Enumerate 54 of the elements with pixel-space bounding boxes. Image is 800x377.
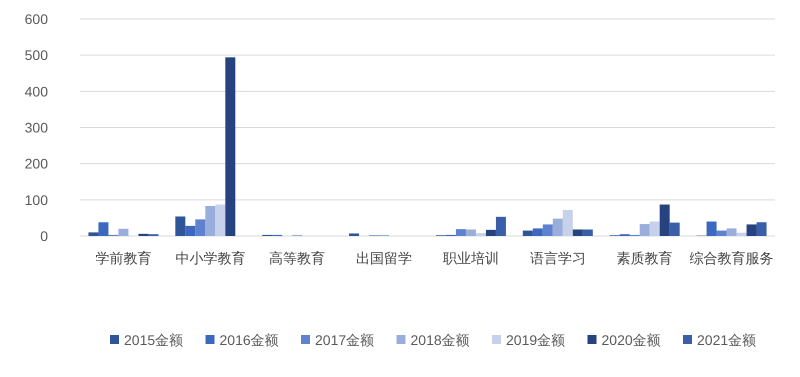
x-tick-label: 语言学习 — [530, 250, 586, 266]
bar — [736, 232, 747, 236]
legend-label: 2019金额 — [506, 332, 566, 348]
legend-label: 2020金额 — [602, 332, 661, 348]
bar — [175, 216, 186, 236]
bar — [456, 229, 466, 236]
bar — [670, 222, 680, 236]
x-tick-label: 素质教育 — [616, 250, 673, 266]
bar — [118, 228, 128, 236]
bar — [650, 222, 660, 236]
x-tick-label: 高等教育 — [269, 250, 326, 266]
bar — [726, 228, 737, 236]
legend-label: 2021金额 — [697, 332, 756, 348]
bar — [466, 229, 476, 236]
bar — [706, 222, 717, 236]
legend-label: 2016金额 — [220, 332, 279, 348]
y-tick-label: 200 — [24, 156, 48, 172]
bar — [716, 230, 727, 236]
legend-label: 2017金额 — [315, 332, 374, 348]
y-tick-label: 400 — [24, 83, 48, 100]
bar — [185, 226, 196, 236]
bar — [660, 204, 670, 236]
bar — [542, 224, 553, 236]
x-tick-label: 综合教育服务 — [690, 250, 774, 266]
x-tick-label: 职业培训 — [442, 250, 499, 266]
bar — [349, 233, 360, 236]
y-tick-label: 300 — [24, 120, 48, 136]
bar — [205, 206, 216, 236]
bar — [195, 219, 206, 236]
x-tick-label: 出国留学 — [356, 250, 412, 266]
bar — [582, 229, 593, 236]
bar — [746, 224, 757, 236]
bar — [552, 218, 563, 236]
x-tick-label: 学前教育 — [95, 250, 152, 266]
y-tick-label: 100 — [24, 192, 48, 208]
y-tick-label: 600 — [24, 11, 48, 27]
legend-label: 2018金额 — [410, 332, 470, 348]
x-tick-label: 中小学教育 — [175, 250, 246, 266]
bar — [476, 233, 486, 236]
bar — [532, 228, 543, 236]
bar — [98, 222, 108, 236]
bar — [572, 229, 583, 236]
y-tick-label: 0 — [40, 228, 48, 244]
bar — [640, 224, 650, 236]
bar — [486, 230, 496, 236]
bar — [756, 222, 767, 236]
legend-label: 2015金额 — [124, 332, 184, 348]
bar — [562, 210, 573, 236]
bar — [88, 232, 98, 236]
y-tick-label: 500 — [24, 47, 48, 64]
bar — [522, 230, 533, 236]
bar — [225, 57, 236, 236]
bar — [215, 204, 226, 236]
bar — [496, 216, 506, 236]
